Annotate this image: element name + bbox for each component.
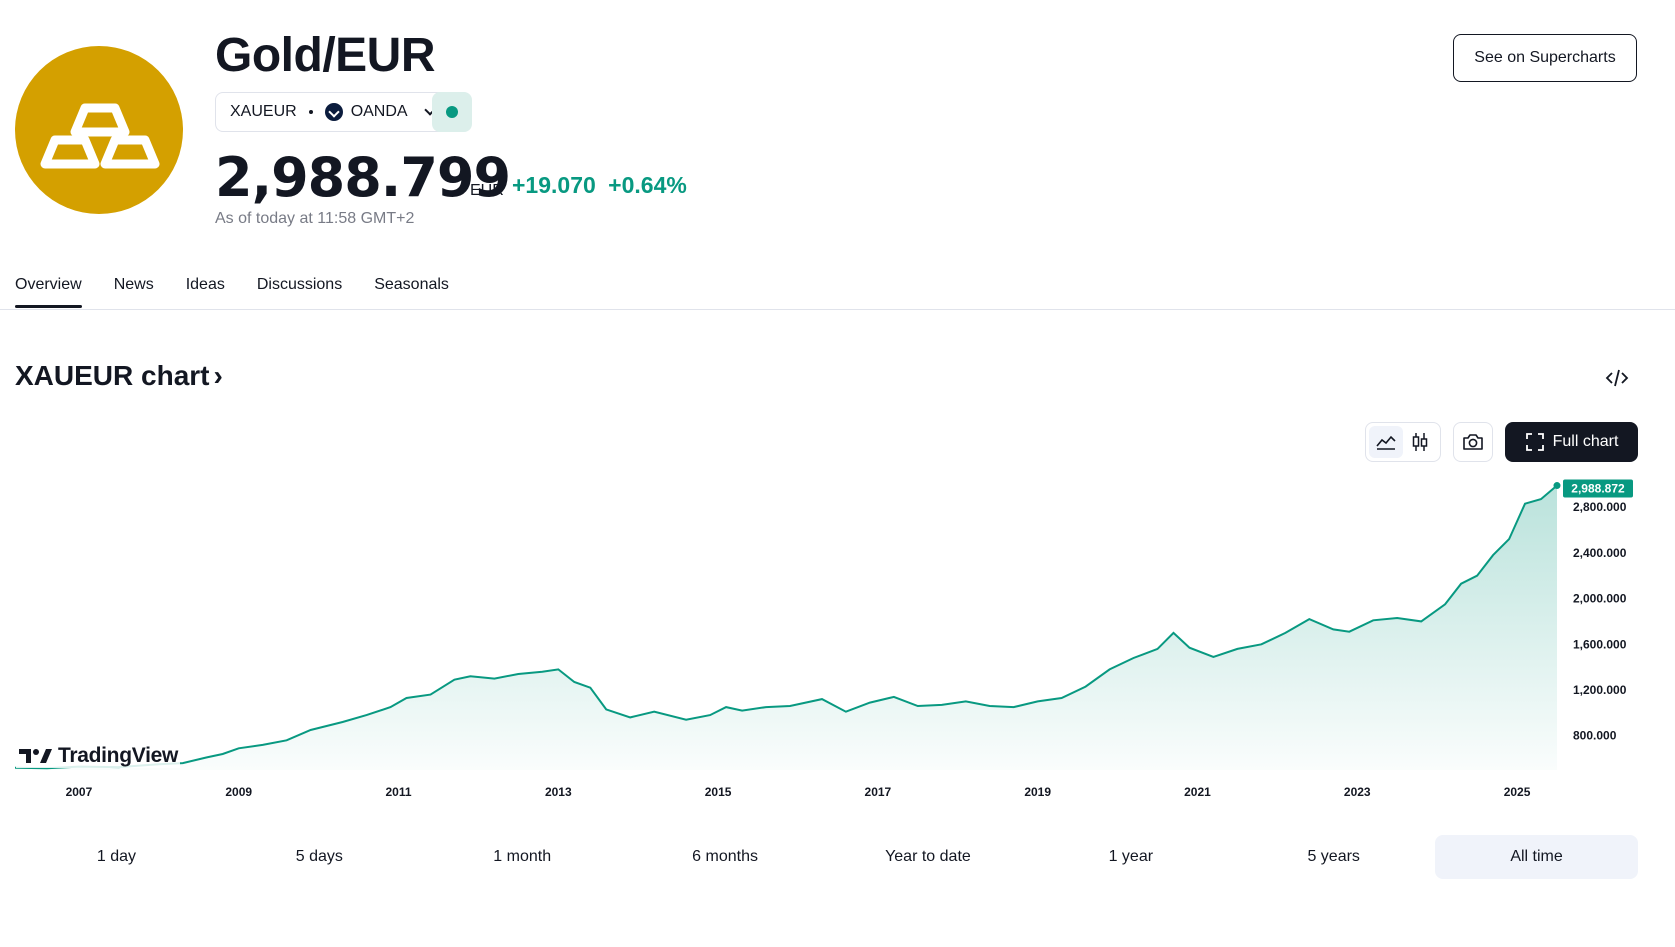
- tradingview-logo-icon: [19, 749, 52, 763]
- range-6-months[interactable]: 6 months: [692, 848, 758, 865]
- candles-chart-button[interactable]: [1403, 426, 1437, 458]
- change-percent: +0.64%: [608, 172, 687, 198]
- y-tick-label: 1,600.000: [1573, 637, 1627, 651]
- change-value: +19.070: [512, 172, 596, 198]
- area-chart-button[interactable]: [1369, 426, 1403, 458]
- exchange-label: OANDA: [350, 103, 408, 120]
- chart-style-toggle: [1365, 422, 1441, 462]
- last-price-marker: [1553, 482, 1561, 490]
- full-chart-label: Full chart: [1552, 433, 1619, 450]
- see-on-supercharts-button[interactable]: See on Supercharts: [1453, 34, 1637, 82]
- last-value-badge: [1563, 479, 1633, 498]
- symbol-selector[interactable]: XAUEUR OANDA: [215, 92, 449, 132]
- price-line: [14, 484, 1558, 770]
- fullscreen-icon: [1525, 433, 1544, 451]
- tab-discussions[interactable]: Discussions: [256, 276, 343, 293]
- price-chart[interactable]: 800.000 1,200.000 1,600.000 2,000.000 2,400.…: [0, 470, 1675, 810]
- x-tick-label: 2017: [865, 785, 892, 799]
- full-chart-button[interactable]: Full chart: [1505, 422, 1638, 462]
- x-tick-label: 2019: [1024, 785, 1051, 799]
- embed-code-icon[interactable]: [1605, 366, 1629, 390]
- range-1-year[interactable]: 1 year: [1108, 848, 1154, 865]
- tradingview-watermark: TradingView: [16, 744, 181, 768]
- price-change: +19.070 +0.64%: [512, 172, 687, 199]
- snapshot-button[interactable]: [1453, 422, 1493, 462]
- gold-bars-icon: [40, 103, 160, 169]
- tabs-divider: [0, 309, 1675, 310]
- tab-seasonals[interactable]: Seasonals: [374, 276, 449, 293]
- range-all-time[interactable]: All time: [1435, 835, 1638, 879]
- chart-heading-text: XAUEUR chart: [15, 360, 210, 391]
- last-value-label: 2,988.872: [1571, 482, 1625, 496]
- gold-logo: [15, 46, 183, 214]
- section-tabs: Overview News Ideas Discussions Seasonal…: [15, 276, 449, 308]
- camera-icon: [1463, 434, 1483, 450]
- x-tick-label: 2013: [545, 785, 572, 799]
- exchange-logo-icon: [324, 103, 343, 121]
- x-tick-label: 2007: [66, 785, 93, 799]
- x-tick-label: 2009: [225, 785, 252, 799]
- y-tick-label: 1,200.000: [1573, 683, 1627, 697]
- chart-heading-link[interactable]: XAUEUR chart ›: [15, 360, 223, 392]
- as-of-timestamp: As of today at 11:58 GMT+2: [215, 210, 415, 227]
- price-area-fill: [15, 485, 1557, 770]
- tab-news[interactable]: News: [113, 276, 154, 293]
- page-title: Gold/EUR: [215, 29, 436, 82]
- tab-overview[interactable]: Overview: [15, 276, 82, 308]
- range-1-month[interactable]: 1 month: [493, 848, 552, 865]
- x-tick-label: 2021: [1184, 785, 1211, 799]
- y-tick-label: 2,400.000: [1573, 546, 1627, 560]
- y-tick-label: 800.000: [1573, 729, 1617, 743]
- last-price: 2,988.799: [215, 146, 511, 209]
- x-tick-label: 2025: [1504, 785, 1531, 799]
- market-status-indicator[interactable]: [432, 92, 472, 132]
- range-year-to-date[interactable]: Year to date: [885, 848, 971, 865]
- separator-dot: [308, 110, 313, 114]
- range-1-day[interactable]: 1 day: [96, 848, 136, 865]
- y-tick-label: 2,800.000: [1573, 500, 1627, 514]
- tab-ideas[interactable]: Ideas: [185, 276, 225, 293]
- range-5-years[interactable]: 5 years: [1307, 848, 1360, 865]
- x-tick-label: 2011: [385, 785, 411, 799]
- area-chart-icon: [1376, 435, 1396, 450]
- range-5-days[interactable]: 5 days: [295, 848, 343, 865]
- chevron-right-icon: ›: [213, 360, 223, 391]
- time-range-selector: 1 day 5 days 1 month 6 months Year to da…: [15, 835, 1638, 879]
- symbol-label: XAUEUR: [230, 103, 297, 120]
- candlestick-icon: [1412, 433, 1428, 451]
- tradingview-wordmark: TradingView: [58, 744, 179, 767]
- x-tick-label: 2023: [1344, 785, 1371, 799]
- price-currency: EUR: [470, 182, 504, 199]
- y-tick-label: 2,000.000: [1573, 592, 1627, 606]
- market-open-dot: [446, 106, 458, 118]
- x-tick-label: 2015: [705, 785, 732, 799]
